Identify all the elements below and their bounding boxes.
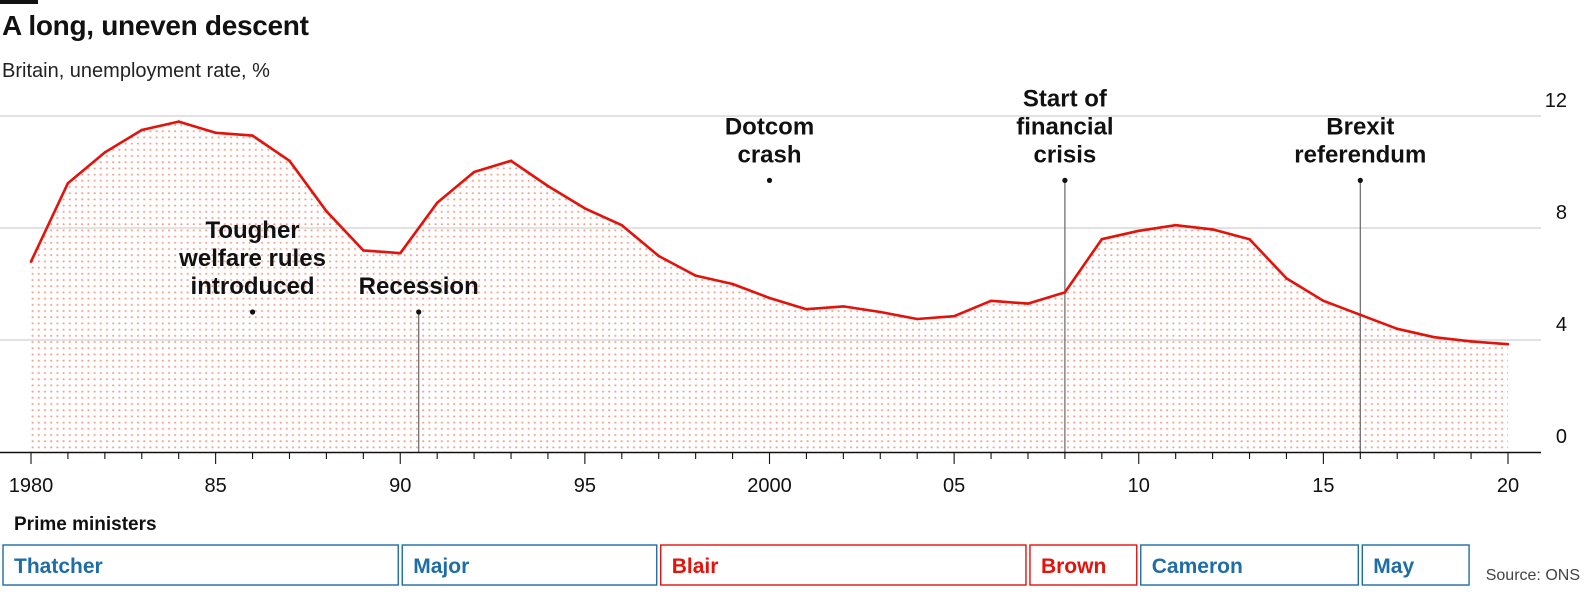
data-point-1995 [583,207,587,210]
data-point-2009 [1100,237,1104,241]
data-point-2008 [1063,291,1067,294]
data-point-1992 [472,170,476,174]
annotation-label-0-2: introduced [191,273,315,300]
data-point-1997 [657,254,661,258]
pm-label-cameron: Cameron [1152,555,1243,578]
annotation-label-2-1: crash [737,141,801,168]
pm-box-may [1361,544,1470,586]
data-point-1998 [694,274,697,277]
data-point-2004 [915,317,919,321]
annotation-label-3-1: financial [1016,113,1113,140]
x-tick-label-20: 20 [1497,475,1519,497]
data-point-2018 [1432,335,1436,339]
data-point-1989 [362,249,365,252]
pm-label-blair: Blair [672,555,719,578]
annotation-label-1-0: Recession [359,273,479,300]
data-point-1985 [214,131,217,135]
pm-box-cameron [1140,544,1360,586]
source-note: Source: ONS [1485,567,1580,584]
data-point-1980 [29,260,33,263]
annotation-dot-4 [1357,177,1363,183]
chart-title: A long, uneven descent [2,10,309,41]
pm-label-may: May [1373,555,1414,578]
data-point-2016 [1359,313,1362,317]
pm-label-major: Major [413,555,469,578]
x-tick-label-90: 90 [389,475,411,497]
pm-box-brown [1029,544,1138,586]
data-point-1996 [620,223,624,227]
pm-box-thatcher [2,544,399,586]
data-point-2001 [805,307,808,311]
data-point-2017 [1395,327,1399,331]
pm-box-major [401,544,658,586]
x-tick-label-1980: 1980 [9,475,54,497]
pm-box-blair [660,544,1027,586]
data-point-2003 [878,310,882,314]
data-point-1983 [140,128,144,132]
data-point-1987 [288,159,291,163]
annotation-label-2-0: Dotcom [725,113,814,140]
y-tick-label-0: 0 [1556,426,1567,448]
data-point-1984 [177,120,180,123]
annotation-dot-2 [766,177,773,183]
annotation-label-4-0: Brexit [1326,113,1394,140]
header-rule [0,0,38,4]
y-tick-label-4: 4 [1556,314,1567,336]
annotation-label-0-1: welfare rules [178,245,326,272]
y-tick-label-8: 8 [1556,202,1567,224]
x-tick-label-05: 05 [943,475,965,497]
chart-subtitle: Britain, unemployment rate, % [2,60,270,82]
data-point-2011 [1174,223,1177,227]
annotation-label-3-2: crisis [1034,141,1097,168]
annotation-label-3-0: Start of [1023,85,1108,112]
data-point-2019 [1469,340,1473,343]
y-tick-label-12: 12 [1545,90,1567,112]
data-point-1988 [325,209,328,213]
data-point-1986 [251,134,254,137]
area-fill [31,121,1508,452]
pm-label-thatcher: Thatcher [14,555,103,578]
data-point-1990 [398,251,402,255]
data-point-2020 [1506,342,1510,346]
data-point-1982 [103,151,107,154]
data-point-2013 [1248,237,1251,241]
data-point-2006 [989,299,993,303]
data-point-2002 [842,305,845,308]
data-point-2012 [1211,228,1214,231]
data-point-2000 [768,296,771,300]
x-tick-label-15: 15 [1312,475,1334,497]
x-tick-label-10: 10 [1128,475,1150,497]
annotation-dot-3 [1062,177,1068,183]
prime-ministers-heading: Prime ministers [14,514,157,535]
annotation-label-4-1: referendum [1294,141,1426,168]
x-tick-label-95: 95 [574,475,596,497]
data-point-2015 [1322,299,1325,303]
data-point-1991 [435,201,439,205]
annotation-dot-0 [249,309,256,315]
data-point-2010 [1137,229,1141,233]
data-point-1981 [66,181,70,185]
data-point-1999 [731,282,734,286]
x-tick-label-2000: 2000 [747,475,792,497]
annotation-label-0-0: Tougher [205,217,299,244]
pm-label-brown: Brown [1041,555,1106,578]
annotation-dot-1 [416,309,422,315]
x-tick-label-85: 85 [205,475,227,497]
data-point-2007 [1026,302,1030,305]
data-point-2005 [952,314,956,318]
data-point-1994 [546,184,550,188]
data-point-1993 [509,159,513,163]
data-point-2014 [1285,277,1288,280]
